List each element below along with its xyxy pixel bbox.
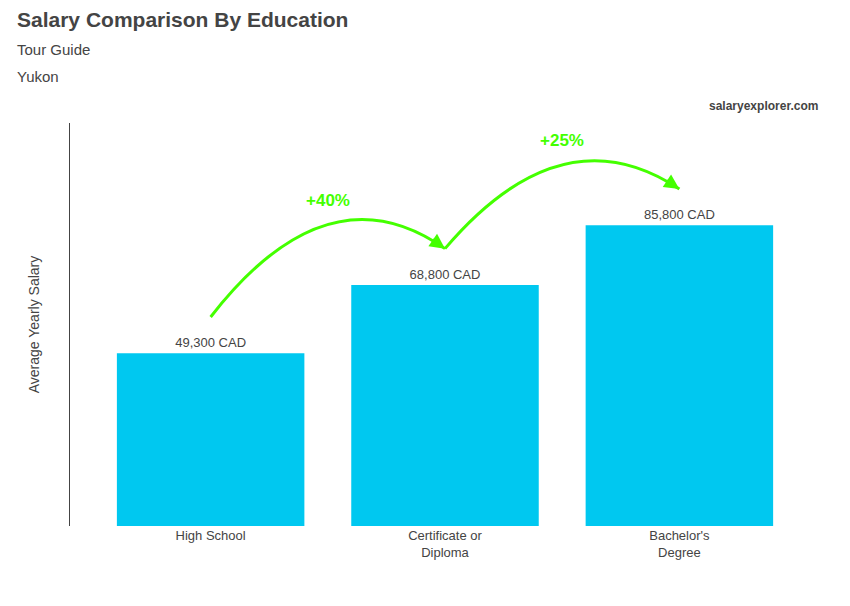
svg-text:Average Yearly Salary: Average Yearly Salary (26, 256, 42, 394)
svg-text:salaryexplorer.com: salaryexplorer.com (709, 99, 818, 113)
svg-text:High School: High School (176, 528, 246, 543)
svg-text:85,800 CAD: 85,800 CAD (644, 207, 715, 222)
svg-text:68,800 CAD: 68,800 CAD (410, 267, 481, 282)
svg-text:+25%: +25% (540, 131, 584, 150)
svg-text:Bachelor'sDegree: Bachelor'sDegree (649, 528, 710, 560)
svg-text:49,300 CAD: 49,300 CAD (175, 335, 246, 350)
svg-text:+40%: +40% (306, 191, 350, 210)
svg-text:Salary Comparison By Education: Salary Comparison By EducationTour Guide… (17, 8, 348, 85)
svg-text:Certificate orDiploma: Certificate orDiploma (408, 528, 482, 560)
